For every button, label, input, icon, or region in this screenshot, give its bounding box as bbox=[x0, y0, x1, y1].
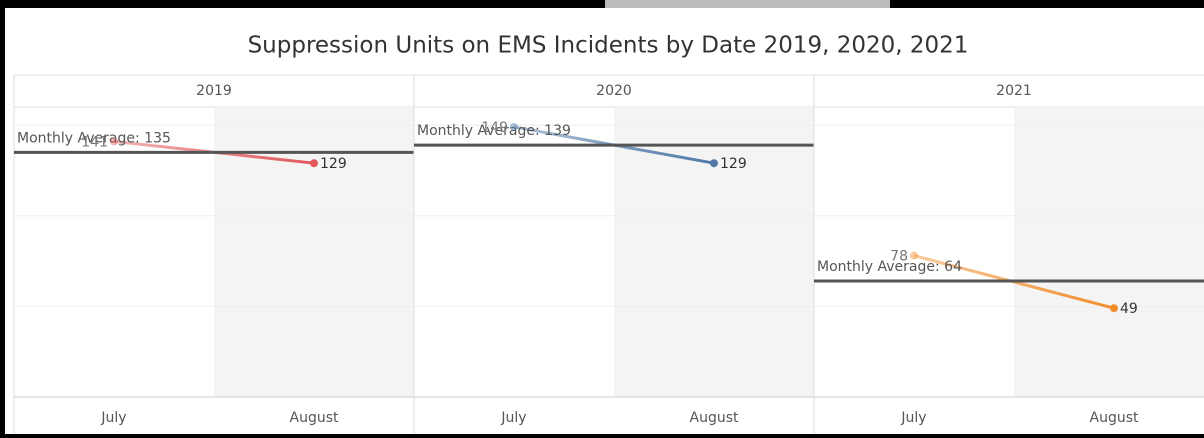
data-point bbox=[710, 159, 718, 168]
panel-header: 2019 bbox=[196, 83, 232, 99]
chart-title: Suppression Units on EMS Incidents by Da… bbox=[248, 33, 969, 59]
data-label: 49 bbox=[1120, 301, 1138, 317]
x-tick-label: August bbox=[1090, 410, 1140, 426]
average-label: Monthly Average: 139 bbox=[417, 123, 571, 139]
data-label: 141 bbox=[81, 134, 108, 150]
data-point bbox=[310, 159, 318, 168]
data-point bbox=[110, 137, 118, 146]
panel-header: 2020 bbox=[596, 83, 632, 99]
panel-header: 2021 bbox=[996, 83, 1032, 99]
data-label: 129 bbox=[320, 156, 347, 172]
average-label: Monthly Average: 135 bbox=[17, 130, 171, 146]
data-point bbox=[910, 251, 918, 260]
band-shade bbox=[614, 107, 814, 397]
x-tick-label: August bbox=[690, 410, 740, 426]
background bbox=[5, 8, 1204, 434]
x-tick-label: July bbox=[100, 410, 126, 426]
band-shade bbox=[214, 107, 414, 397]
data-point bbox=[1110, 304, 1118, 313]
average-label: Monthly Average: 64 bbox=[817, 259, 962, 275]
data-label: 78 bbox=[890, 249, 908, 265]
data-point bbox=[510, 122, 518, 131]
band-shade bbox=[1014, 107, 1204, 397]
x-tick-label: August bbox=[290, 410, 340, 426]
data-label: 129 bbox=[720, 156, 747, 172]
scroll-tab bbox=[605, 0, 890, 10]
data-label: 149 bbox=[481, 120, 508, 136]
x-tick-label: July bbox=[900, 410, 926, 426]
x-tick-label: July bbox=[500, 410, 526, 426]
